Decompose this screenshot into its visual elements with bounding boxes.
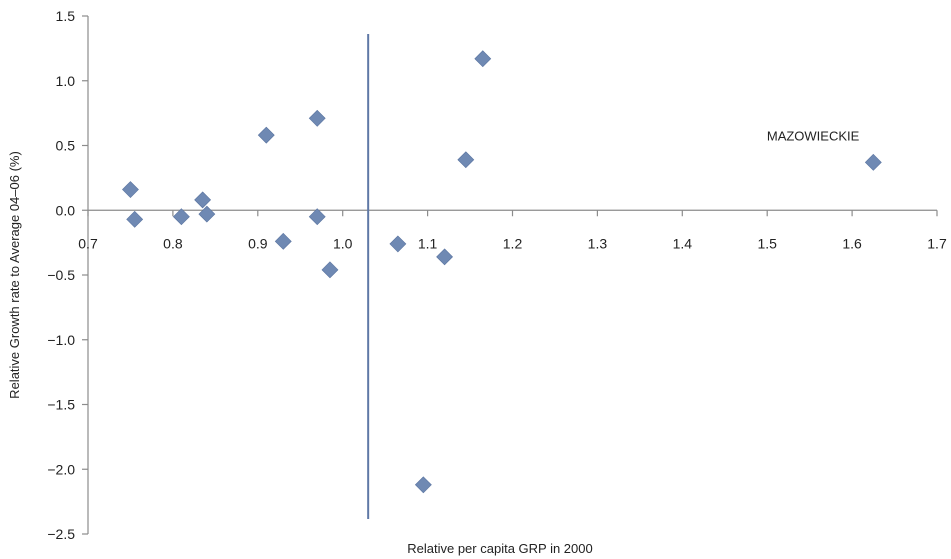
data-point [194,191,212,209]
data-point [126,210,144,228]
annotations: MAZOWIECKIE [767,128,860,143]
data-point [414,476,432,494]
data-point [274,232,292,250]
y-tick-label: −0.5 [47,267,75,283]
x-tick-label: 0.9 [248,235,268,251]
x-tick-label: 1.5 [757,235,777,251]
data-point [436,248,454,266]
x-axis: 0.7 0.8 0.9 1.0 1.1 1.2 1.3 1.4 1.5 1.6 1.7 [78,209,947,251]
y-tick-label: 0.0 [56,202,76,218]
data-point [257,126,275,144]
x-tick-label: 1.1 [418,235,438,251]
y-axis: 1.5 1.0 0.5 0.0 −0.5 −1.0 −1.5 −2.0 −2.5 [47,8,89,542]
x-axis-title: Relative per capita GRP in 2000 [407,541,592,556]
x-tick-label: 0.7 [78,235,98,251]
y-tick-label: 0.5 [56,138,76,154]
y-tick-label: −2.0 [47,461,75,477]
y-axis-title: Relative Growth rate to Average 04–06 (%… [7,151,22,399]
data-points [122,50,882,494]
y-tick-label: −1.5 [47,397,75,413]
x-tick-label: 0.8 [163,235,183,251]
data-point [864,153,882,171]
data-point [474,50,492,68]
x-tick-label: 1.2 [503,235,523,251]
data-point [389,235,407,253]
data-point [308,208,326,226]
y-tick-label: 1.5 [56,8,76,24]
annotation-label: MAZOWIECKIE [767,128,860,143]
y-tick-label: 1.0 [56,73,76,89]
x-tick-label: 1.3 [588,235,608,251]
y-tick-label: −1.0 [47,332,75,348]
x-tick-label: 1.4 [673,235,693,251]
data-point [457,151,475,169]
data-point [308,109,326,127]
data-point [321,261,339,279]
x-tick-label: 1.0 [333,235,353,251]
data-point [198,205,216,223]
x-tick-label: 1.7 [927,235,947,251]
data-point [122,181,139,198]
data-point [172,208,190,226]
x-tick-label: 1.6 [842,235,862,251]
y-tick-label: −2.5 [47,526,75,542]
